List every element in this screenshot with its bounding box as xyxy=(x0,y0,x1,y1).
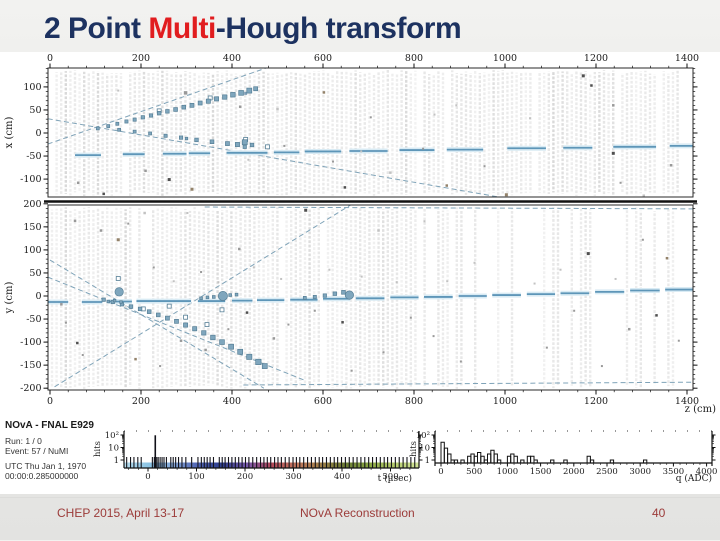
svg-text:200: 200 xyxy=(237,472,253,482)
svg-text:50: 50 xyxy=(29,268,41,279)
svg-text:2000: 2000 xyxy=(563,467,585,477)
svg-text:300: 300 xyxy=(285,472,301,482)
svg-text:400: 400 xyxy=(334,472,350,482)
footer-conference: CHEP 2015, April 13-17 xyxy=(57,506,185,520)
svg-text:600: 600 xyxy=(314,53,332,64)
title-part-1: 2 Point xyxy=(44,12,149,45)
svg-text:10²: 10² xyxy=(105,431,119,441)
svg-text:0: 0 xyxy=(47,53,53,64)
svg-text:10: 10 xyxy=(108,444,119,454)
utc-label: UTC Thu Jan 1, 1970 xyxy=(5,460,87,471)
top-view-panel: 0 200 400 600 800 1000 1200 1400 100 50 0 -50 -100 x … xyxy=(4,53,699,198)
svg-text:100: 100 xyxy=(188,472,204,482)
side-view-panel: 0 200 400 600 800 1000 1200 1400 200 150 100 50 0 -50… xyxy=(4,199,716,415)
svg-text:800: 800 xyxy=(405,53,423,64)
svg-text:1: 1 xyxy=(114,456,119,466)
event-label: Event: 57 / NuMI xyxy=(5,446,69,457)
svg-text:150: 150 xyxy=(23,222,41,233)
experiment-label: NOvA - FNAL E929 xyxy=(5,420,94,431)
svg-text:hits: hits xyxy=(93,441,103,457)
event-display-canvas: 0 200 400 600 800 1000 1200 1400 100 50 0 -50 -100 x … xyxy=(0,52,720,494)
svg-text:y (cm): y (cm) xyxy=(4,282,15,315)
svg-text:1000: 1000 xyxy=(497,467,519,477)
time-label: 00:00:0.285000000 xyxy=(5,471,79,482)
svg-text:400: 400 xyxy=(223,53,241,64)
svg-text:-50: -50 xyxy=(26,151,41,162)
svg-text:1000: 1000 xyxy=(493,53,517,64)
svg-text:hits: hits xyxy=(409,441,419,457)
svg-text:0: 0 xyxy=(35,128,41,139)
svg-text:0: 0 xyxy=(47,396,53,407)
svg-text:800: 800 xyxy=(405,396,423,407)
svg-text:1000: 1000 xyxy=(493,396,517,407)
svg-text:-100: -100 xyxy=(20,337,41,348)
svg-text:z (cm): z (cm) xyxy=(685,404,716,415)
svg-text:0: 0 xyxy=(35,291,41,302)
svg-text:50: 50 xyxy=(29,105,41,116)
svg-text:0: 0 xyxy=(438,467,443,477)
svg-text:-50: -50 xyxy=(26,314,41,325)
title-part-3: -Hough transform xyxy=(215,12,462,45)
svg-text:200: 200 xyxy=(132,396,150,407)
svg-text:600: 600 xyxy=(314,396,332,407)
svg-text:1400: 1400 xyxy=(675,53,699,64)
svg-text:400: 400 xyxy=(223,396,241,407)
title-part-2: Multi xyxy=(148,12,216,45)
event-display: 0 200 400 600 800 1000 1200 1400100500-50-100x … xyxy=(4,53,718,484)
svg-text:500: 500 xyxy=(382,472,398,482)
svg-text:10: 10 xyxy=(419,444,430,454)
footer-title: NOvA Reconstruction xyxy=(300,506,415,520)
svg-text:q (ADC): q (ADC) xyxy=(676,473,712,484)
svg-text:100: 100 xyxy=(23,82,41,93)
event-info: NOvA - FNAL E929 Run: 1 / 0 Event: 57 / … xyxy=(5,420,123,482)
svg-text:t (µsec): t (µsec) xyxy=(378,473,412,484)
svg-text:1500: 1500 xyxy=(530,467,552,477)
svg-text:100: 100 xyxy=(23,245,41,256)
svg-text:3500: 3500 xyxy=(663,467,685,477)
svg-text:-100: -100 xyxy=(20,174,41,185)
svg-text:x (cm): x (cm) xyxy=(4,117,15,149)
svg-text:1: 1 xyxy=(425,456,430,466)
svg-text:4000: 4000 xyxy=(696,467,718,477)
svg-text:0: 0 xyxy=(145,472,150,482)
svg-text:-200: -200 xyxy=(20,383,41,394)
page-title: 2 Point Multi-Hough transform xyxy=(44,12,462,46)
svg-text:2500: 2500 xyxy=(596,467,618,477)
svg-text:1200: 1200 xyxy=(584,396,608,407)
svg-text:-150: -150 xyxy=(20,360,41,371)
svg-text:200: 200 xyxy=(132,53,150,64)
svg-text:500: 500 xyxy=(466,467,482,477)
footer: CHEP 2015, April 13-17 NOvA Reconstructi… xyxy=(0,497,720,541)
svg-text:200: 200 xyxy=(23,199,41,210)
svg-text:10²: 10² xyxy=(416,431,430,441)
svg-text:1200: 1200 xyxy=(584,53,608,64)
svg-text:3000: 3000 xyxy=(629,467,651,477)
page-number: 40 xyxy=(652,506,666,520)
svg-text:1400: 1400 xyxy=(675,396,699,407)
charge-histogram: 10² 10 10 500 1000 1500 2000 2500 3000 3500 4000q … xyxy=(409,430,718,484)
run-label: Run: 1 / 0 xyxy=(5,435,42,446)
